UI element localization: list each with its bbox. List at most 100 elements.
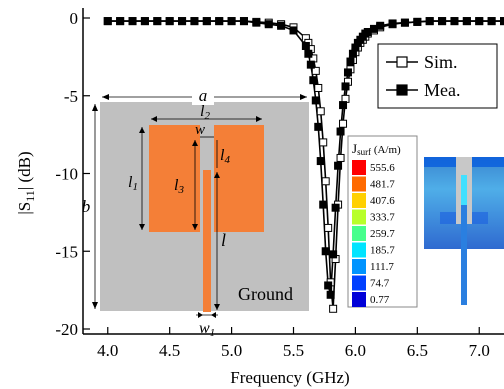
mea-point: [128, 17, 137, 26]
scale-swatch: [352, 259, 366, 274]
scale-label: 333.7: [370, 212, 395, 224]
x-ticks: 4.0 4.5 5.0 5.5 6.0 6.5 7.0: [97, 327, 490, 360]
antenna-inset: Ground a b l2 l1 w l3: [82, 86, 309, 339]
mea-point: [103, 17, 112, 26]
x-tick-label: 6.0: [345, 341, 366, 360]
mea-point: [324, 281, 333, 290]
dimension-w: w: [195, 122, 214, 138]
mea-point: [400, 18, 409, 27]
mea-point: [500, 17, 504, 26]
mea-point: [388, 19, 397, 28]
scale-swatch: [352, 226, 366, 241]
mea-point: [334, 161, 343, 170]
mea-point: [311, 96, 320, 105]
sim-point: [319, 138, 328, 147]
mea-point: [331, 203, 340, 212]
dimension-a: a: [102, 86, 307, 105]
y-ticks: 0 -5 -10 -15 -20: [55, 9, 90, 339]
scale-label: 259.7: [370, 228, 395, 240]
current-map-shade-right: [472, 212, 488, 224]
y-tick-label: -10: [55, 165, 78, 184]
legend-label-mea: Mea.: [424, 80, 460, 100]
legend-label-sim: Sim.: [424, 52, 458, 72]
mea-point: [252, 18, 261, 27]
mea-point: [153, 17, 162, 26]
y-axis-label: |S11| (dB): [15, 151, 37, 214]
scale-label: 481.7: [370, 179, 395, 191]
dim-l1-label: l1: [128, 174, 138, 193]
x-tick-label: 4.0: [97, 341, 118, 360]
current-scale-title: Jsurf (A/m): [352, 141, 401, 157]
sim-point: [314, 83, 323, 92]
mea-point: [343, 68, 352, 77]
dim-l-label: l: [221, 230, 226, 250]
dim-a-label: a: [199, 86, 208, 105]
y-tick-label: -20: [55, 320, 78, 339]
feed-line: [203, 170, 211, 312]
x-tick-label: 6.5: [407, 341, 428, 360]
mea-point: [277, 21, 286, 30]
mea-point: [438, 17, 447, 26]
y-axis-label-tail: | (dB): [15, 151, 34, 190]
sim-point: [311, 66, 320, 75]
x-tick-label: 5.5: [283, 341, 304, 360]
y-axis-label-sub: 11: [23, 190, 37, 202]
mea-point: [165, 17, 174, 26]
legend-marker-sim: [396, 56, 408, 68]
sim-point: [321, 177, 330, 186]
mea-point: [346, 57, 355, 66]
sim-point: [336, 153, 345, 162]
current-map-feed: [461, 175, 467, 305]
sim-point: [339, 119, 348, 128]
series-layer: [103, 17, 504, 313]
legend-box: [377, 43, 498, 109]
dimension-l3: l3: [174, 140, 198, 230]
legend: Sim. Mea.: [377, 43, 498, 109]
mea-point: [314, 122, 323, 131]
mea-point: [339, 101, 348, 110]
x-axis-label: Frequency (GHz): [230, 368, 349, 387]
dimension-b: b: [82, 104, 98, 309]
dim-l2-label: l2: [200, 103, 210, 122]
scale-label: 407.6: [370, 195, 395, 207]
mea-point: [376, 21, 385, 30]
mea-point: [326, 290, 335, 299]
scale-label: 111.7: [370, 261, 394, 273]
mea-point: [178, 17, 187, 26]
current-map-shade-left: [440, 212, 456, 224]
scale-label: 74.7: [370, 278, 390, 290]
mea-point: [289, 26, 298, 35]
scale-label: 555.6: [370, 162, 395, 174]
mea-point: [413, 17, 422, 26]
y-axis-label-main: |S: [15, 202, 34, 215]
mea-point: [264, 20, 273, 29]
dimension-l2: l2: [151, 103, 262, 122]
x-tick-label: 4.5: [159, 341, 180, 360]
dim-l3-label: l3: [174, 177, 184, 196]
mea-point: [341, 82, 350, 91]
mea-point: [425, 17, 434, 26]
mea-point: [190, 17, 199, 26]
legend-marker-mea: [396, 84, 408, 96]
mea-point: [306, 60, 315, 69]
mea-point: [202, 17, 211, 26]
mea-point: [475, 17, 484, 26]
mea-point: [309, 76, 318, 85]
mea-point: [487, 17, 496, 26]
y-tick-label: -5: [64, 87, 78, 106]
sim-point: [316, 107, 325, 116]
current-distribution-map: [424, 157, 504, 305]
dimension-l1: l1: [128, 127, 145, 230]
scale-label: 0.77: [370, 294, 390, 306]
scale-swatch: [352, 209, 366, 225]
mea-point: [215, 17, 224, 26]
mea-point: [116, 17, 125, 26]
dimension-w1: w1: [196, 312, 218, 339]
dim-w1-label: w1: [199, 320, 215, 339]
mea-point: [140, 17, 149, 26]
dimension-l: l: [214, 172, 226, 310]
dim-l4-label: l4: [220, 147, 230, 166]
mea-point: [239, 17, 248, 26]
scale-swatch: [352, 242, 366, 258]
